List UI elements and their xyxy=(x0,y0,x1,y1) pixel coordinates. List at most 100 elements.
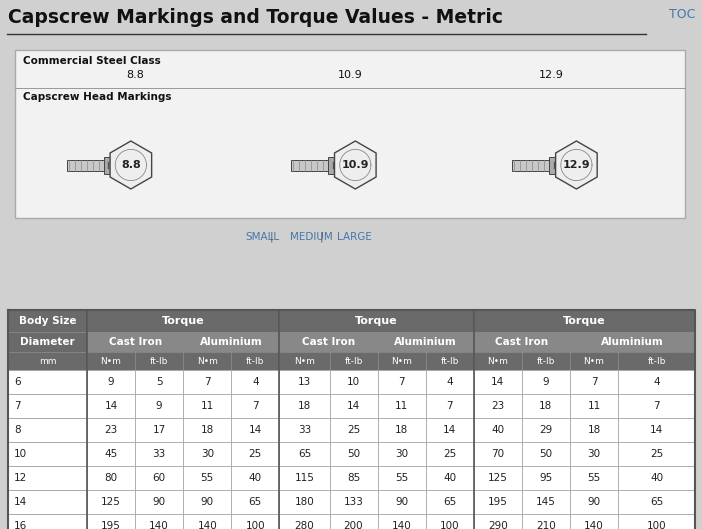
Text: |: | xyxy=(320,232,324,242)
Text: 25: 25 xyxy=(347,425,360,435)
Bar xyxy=(87,352,135,370)
Text: 40: 40 xyxy=(249,473,262,483)
Bar xyxy=(425,394,474,418)
Text: 40: 40 xyxy=(491,425,505,435)
Text: 40: 40 xyxy=(443,473,456,483)
Bar xyxy=(425,442,474,466)
Text: 11: 11 xyxy=(588,401,601,411)
Bar xyxy=(522,442,570,466)
Text: 12.9: 12.9 xyxy=(538,70,564,80)
Text: 55: 55 xyxy=(588,473,601,483)
Text: 65: 65 xyxy=(298,449,311,459)
Text: 80: 80 xyxy=(105,473,118,483)
Bar xyxy=(135,352,183,370)
Bar xyxy=(618,514,695,529)
Bar xyxy=(474,352,522,370)
Bar xyxy=(474,490,522,514)
Bar xyxy=(522,514,570,529)
Bar xyxy=(570,352,618,370)
Bar xyxy=(570,332,695,352)
Text: MEDIUM: MEDIUM xyxy=(290,232,333,242)
Text: ft-lb: ft-lb xyxy=(441,357,459,366)
Bar xyxy=(329,352,378,370)
Text: 40: 40 xyxy=(650,473,663,483)
Text: 65: 65 xyxy=(650,497,663,507)
Text: N•m: N•m xyxy=(100,357,121,366)
Text: 195: 195 xyxy=(101,521,121,529)
Text: 70: 70 xyxy=(491,449,505,459)
Text: 10: 10 xyxy=(14,449,27,459)
Bar xyxy=(279,490,329,514)
Text: 210: 210 xyxy=(536,521,556,529)
Bar xyxy=(231,418,279,442)
Bar xyxy=(279,352,329,370)
Text: 18: 18 xyxy=(395,425,409,435)
Bar xyxy=(618,442,695,466)
Bar xyxy=(522,352,570,370)
Text: 9: 9 xyxy=(543,377,549,387)
Text: 7: 7 xyxy=(590,377,597,387)
Bar xyxy=(67,160,105,170)
Text: 200: 200 xyxy=(344,521,364,529)
Text: 30: 30 xyxy=(395,449,409,459)
Text: 133: 133 xyxy=(343,497,364,507)
Text: 125: 125 xyxy=(488,473,508,483)
Text: 50: 50 xyxy=(347,449,360,459)
Text: 5: 5 xyxy=(156,377,162,387)
Text: 14: 14 xyxy=(105,401,118,411)
Text: 8: 8 xyxy=(14,425,20,435)
Bar xyxy=(474,394,522,418)
Bar xyxy=(183,370,231,394)
Bar xyxy=(522,394,570,418)
Polygon shape xyxy=(335,141,376,189)
Text: 85: 85 xyxy=(347,473,360,483)
Text: 125: 125 xyxy=(101,497,121,507)
Bar xyxy=(378,418,425,442)
Text: TOC: TOC xyxy=(668,8,695,21)
Text: 25: 25 xyxy=(650,449,663,459)
Bar xyxy=(378,332,474,352)
Bar xyxy=(87,466,135,490)
Text: 18: 18 xyxy=(201,425,214,435)
Bar xyxy=(183,514,231,529)
Bar xyxy=(231,394,279,418)
Text: Torque: Torque xyxy=(162,316,204,326)
Bar xyxy=(425,352,474,370)
Text: 18: 18 xyxy=(588,425,601,435)
Bar xyxy=(231,514,279,529)
Bar xyxy=(183,418,231,442)
Bar xyxy=(550,157,558,174)
Text: N•m: N•m xyxy=(294,357,315,366)
Text: 100: 100 xyxy=(440,521,460,529)
Bar xyxy=(570,514,618,529)
Bar xyxy=(474,310,695,332)
Bar xyxy=(8,514,87,529)
Bar xyxy=(87,418,135,442)
Text: 8.8: 8.8 xyxy=(121,160,140,170)
Bar xyxy=(135,490,183,514)
Bar xyxy=(618,466,695,490)
Text: 25: 25 xyxy=(443,449,456,459)
Bar xyxy=(329,157,337,174)
Text: LARGE: LARGE xyxy=(337,232,372,242)
Text: ft-lb: ft-lb xyxy=(647,357,665,366)
Bar xyxy=(425,466,474,490)
Bar xyxy=(8,310,87,332)
Bar xyxy=(135,442,183,466)
Bar xyxy=(522,370,570,394)
Text: Aluminium: Aluminium xyxy=(601,337,664,347)
Bar xyxy=(329,490,378,514)
Text: N•m: N•m xyxy=(487,357,508,366)
Text: 7: 7 xyxy=(14,401,20,411)
Text: 14: 14 xyxy=(491,377,505,387)
Text: 17: 17 xyxy=(152,425,166,435)
Text: 140: 140 xyxy=(150,521,169,529)
Bar xyxy=(87,332,183,352)
Text: Cast Iron: Cast Iron xyxy=(109,337,161,347)
Bar xyxy=(329,394,378,418)
Bar xyxy=(279,310,474,332)
Bar xyxy=(8,418,87,442)
Bar xyxy=(329,514,378,529)
Text: 14: 14 xyxy=(249,425,262,435)
Bar xyxy=(474,466,522,490)
